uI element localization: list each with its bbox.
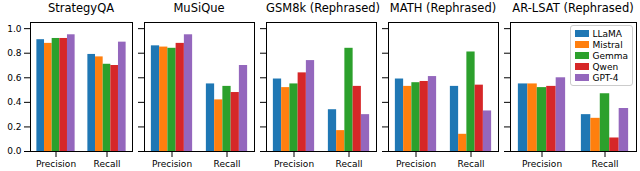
svg-text:Precision: Precision [152, 159, 192, 169]
svg-text:Precision: Precision [274, 159, 314, 169]
svg-text:0.6: 0.6 [7, 73, 22, 83]
svg-text:1.0: 1.0 [7, 24, 22, 34]
html-text:StrategyQA: StrategyQA [47, 1, 115, 15]
html-text:MuSiQue: MuSiQue [173, 1, 225, 15]
html-text:GPT-4: GPT-4 [592, 72, 619, 83]
svg-text:Recall: Recall [592, 159, 619, 169]
html-text:LLaMA: LLaMA [592, 28, 622, 39]
html-text:Mistral: Mistral [592, 39, 623, 50]
svg-text:Recall: Recall [336, 159, 363, 169]
svg-text:Precision: Precision [36, 159, 76, 169]
html-text:Gemma: Gemma [592, 50, 628, 61]
html-text:Qwen: Qwen [592, 61, 619, 72]
svg-text:0.4: 0.4 [7, 97, 22, 107]
svg-text:0.2: 0.2 [7, 122, 21, 132]
svg-text:Recall: Recall [458, 159, 485, 169]
svg-text:0.0: 0.0 [7, 146, 22, 156]
html-text:GSM8k (Rephrased): GSM8k (Rephrased) [266, 1, 380, 15]
svg-text:0.8: 0.8 [7, 48, 22, 58]
svg-text:Precision: Precision [522, 159, 562, 169]
html-text:AR-LSAT (Rephrased): AR-LSAT (Rephrased) [512, 1, 634, 15]
svg-text:Recall: Recall [94, 159, 121, 169]
html-text:MATH (Rephrased): MATH (Rephrased) [389, 1, 497, 15]
svg-text:Precision: Precision [396, 159, 436, 169]
svg-text:Recall: Recall [214, 159, 241, 169]
